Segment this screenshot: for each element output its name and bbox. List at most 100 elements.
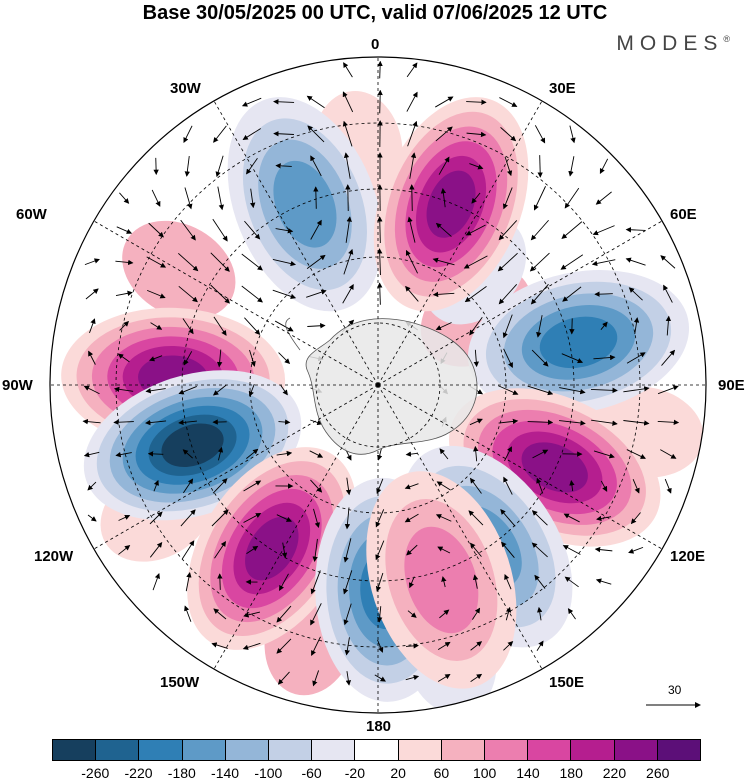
wind-arrow (306, 254, 326, 269)
wind-arrow (243, 480, 262, 492)
wind-arrow (212, 218, 228, 242)
wind-arrow (216, 349, 223, 368)
wind-arrow (343, 152, 351, 179)
wind-arrow (184, 156, 190, 177)
wind-arrow (376, 606, 383, 623)
wind-arrow (213, 316, 227, 336)
brand-name: MODES (616, 32, 724, 55)
colorbar-tick-label: -140 (211, 765, 240, 781)
wind-arrow (625, 257, 646, 266)
wind-arrow (279, 573, 289, 591)
wind-arrow (181, 540, 195, 560)
wind-arrow (146, 256, 167, 268)
negative-anomaly (83, 370, 302, 521)
wind-arrow (272, 259, 296, 267)
wind-arrow (600, 321, 608, 330)
wind-arrow (468, 510, 484, 526)
longitude-label-180: 180 (366, 718, 392, 735)
wind-arrow (375, 572, 384, 592)
wind-arrow (310, 603, 322, 626)
wind-arrow (626, 449, 646, 459)
wind-arrow (657, 419, 680, 425)
wind-arrow (465, 224, 486, 236)
wind-arrow (463, 255, 488, 269)
wind-arrow (280, 385, 288, 396)
wind-arrow (83, 385, 100, 395)
wind-arrow (377, 216, 383, 244)
wind-arrow (527, 419, 554, 425)
wind-arrow (146, 289, 166, 299)
wind-arrow (87, 481, 97, 491)
wind-arrow (147, 451, 164, 457)
wind-arrow (564, 576, 579, 588)
vector-scale-arrow (646, 702, 701, 708)
wind-arrow (84, 258, 100, 266)
wind-arrow (437, 674, 451, 682)
wind-arrow (405, 643, 419, 649)
wind-arrow (217, 446, 224, 461)
wind-arrow (595, 191, 612, 205)
wind-arrow (437, 546, 451, 554)
wind-arrow (243, 611, 261, 618)
wind-arrow (591, 259, 616, 267)
wind-arrow (409, 152, 417, 179)
wind-arrow (145, 388, 166, 394)
colorbar-tick-label: -180 (167, 765, 196, 781)
antarctica-landmass (285, 317, 478, 455)
colorbar-tick-label: 20 (390, 765, 406, 781)
wind-arrow (376, 478, 384, 495)
wind-arrow (149, 355, 163, 362)
wind-arrow (503, 476, 513, 495)
wind-arrow (345, 216, 352, 243)
wind-arrow (278, 419, 291, 425)
wind-arrow (473, 445, 479, 462)
colorbar-swatch (53, 740, 97, 760)
wind-arrow (527, 385, 554, 396)
colorbar-swatch (485, 740, 529, 760)
wind-arrow (626, 352, 646, 364)
wind-arrow (250, 188, 256, 209)
wind-arrow (472, 607, 481, 620)
wind-arrow (307, 323, 326, 329)
colorbar-tick-label: 220 (602, 765, 627, 781)
wind-arrow (344, 507, 351, 530)
wind-arrow (313, 508, 320, 529)
wind-arrow (119, 192, 130, 204)
wind-arrow (113, 386, 134, 393)
wind-arrow (377, 282, 383, 305)
wind-arrow (116, 226, 133, 234)
longitude-label-120w: 120W (34, 548, 74, 565)
wind-arrow (342, 120, 353, 147)
wind-arrow (153, 479, 159, 492)
wind-arrow (309, 450, 324, 458)
wind-arrow (498, 284, 518, 305)
wind-arrow (149, 541, 163, 558)
wind-arrow (88, 350, 96, 365)
wind-arrow (625, 227, 646, 233)
wind-arrow (404, 483, 419, 490)
wind-arrow (241, 253, 263, 271)
longitude-label-60e: 60E (670, 206, 697, 223)
pole-dot (375, 382, 381, 388)
wind-arrow (536, 640, 544, 651)
colorbar-swatch (139, 740, 183, 760)
wind-arrow (374, 674, 386, 682)
meridians (50, 57, 706, 713)
wind-arrow (281, 542, 288, 559)
colorbar-swatch (355, 740, 399, 760)
wind-arrow (241, 285, 263, 303)
wind-arrow (593, 450, 615, 459)
wind-arrow (440, 187, 447, 208)
wind-arrow (243, 513, 262, 523)
wind-arrow (342, 91, 354, 113)
wind-arrow (498, 220, 518, 241)
meridian-line (93, 220, 379, 386)
wind-arrow (148, 222, 164, 238)
wind-arrow (217, 186, 224, 211)
wind-arrow (242, 128, 261, 141)
wind-arrow (409, 184, 415, 212)
longitude-label-150e: 150E (549, 674, 585, 691)
map-title: Base 30/05/2025 00 UTC, valid 07/06/2025… (142, 2, 608, 24)
wind-arrow (499, 97, 518, 107)
wind-arrow (377, 448, 383, 461)
